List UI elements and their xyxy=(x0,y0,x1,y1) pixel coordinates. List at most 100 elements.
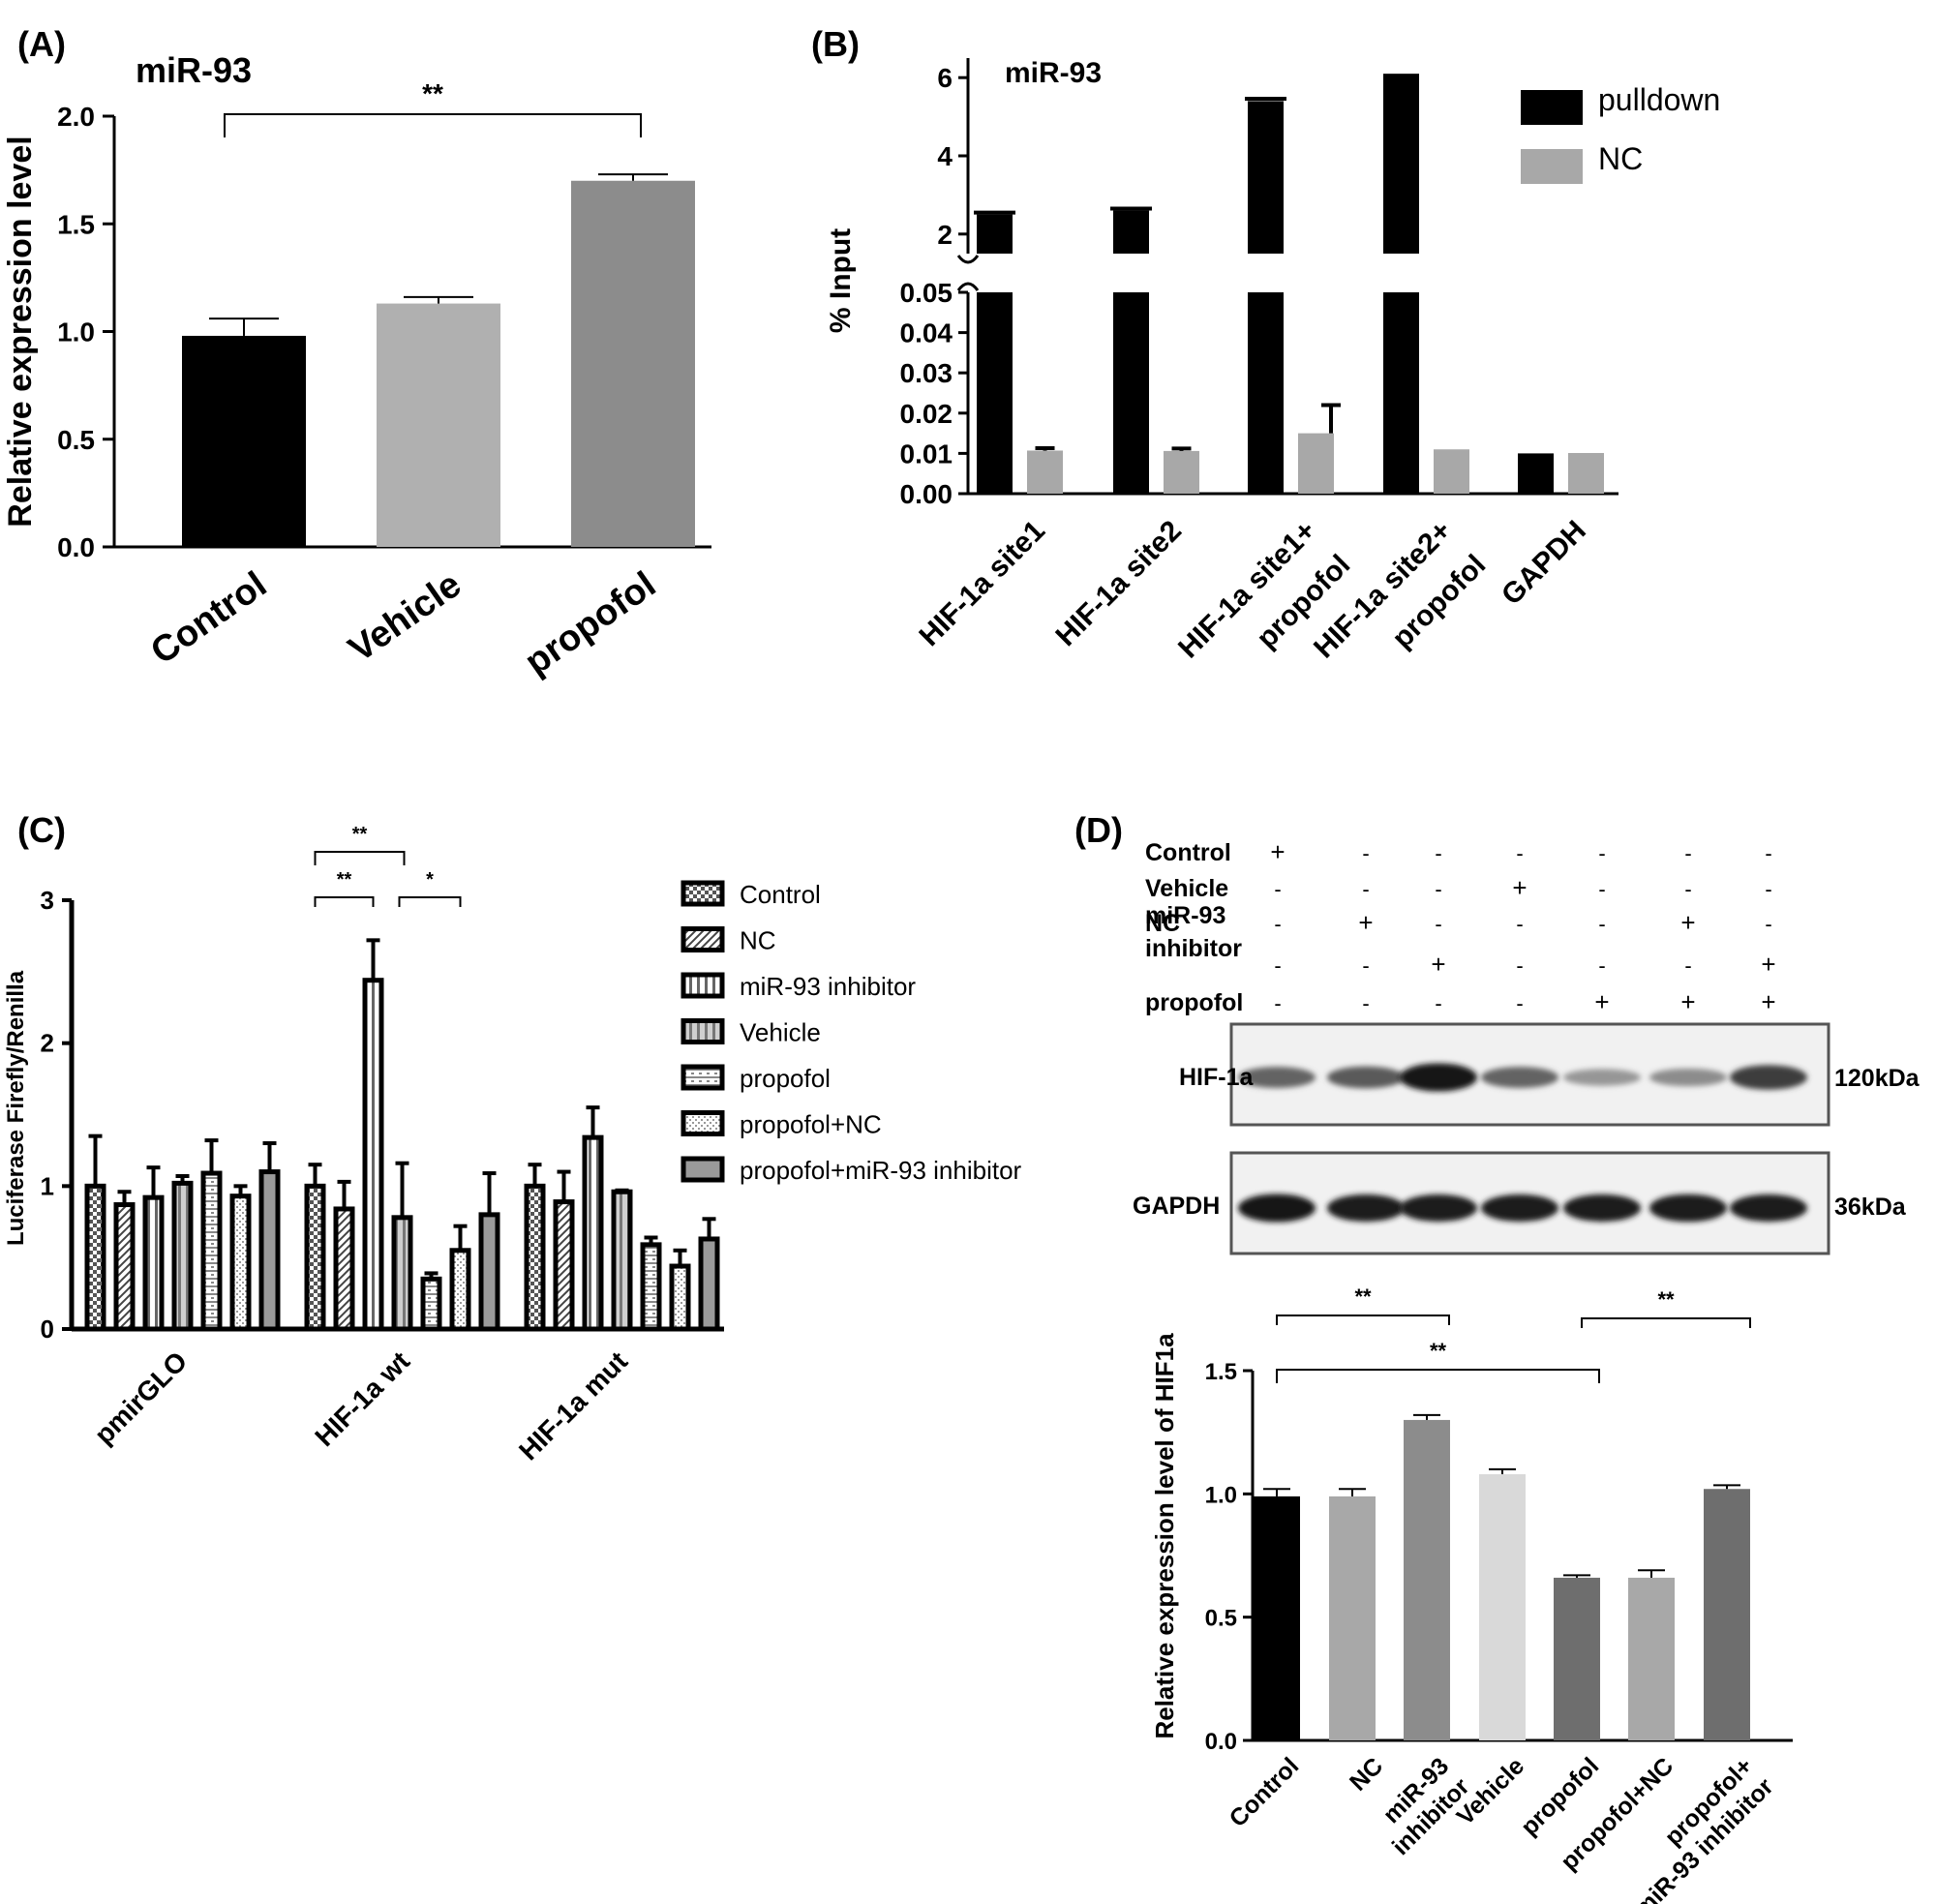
x-tick-label: propofol+miR-93 inhibitor xyxy=(1609,1752,1779,1904)
y-tick-label: 3 xyxy=(41,886,54,915)
blot-row-label: Vehicle xyxy=(1145,875,1228,902)
bar-control xyxy=(84,1183,106,1332)
y-tick-label: 0 xyxy=(41,1315,54,1344)
axis-break-mark xyxy=(956,282,980,291)
blot-sign: + xyxy=(1431,950,1445,979)
blot-sign: - xyxy=(1516,912,1523,936)
panel-c-letter: (C) xyxy=(17,810,66,850)
bar-propofol-mir-93-inhibitor xyxy=(478,1212,500,1332)
bar-mir-93-inhibitor xyxy=(1404,1419,1450,1740)
bar-control xyxy=(182,335,306,547)
x-tick-label: pmirGLO xyxy=(89,1345,194,1450)
blot-sign: - xyxy=(1274,953,1281,978)
legend-swatch-NC xyxy=(1521,149,1583,184)
bar-propofol xyxy=(571,180,695,547)
significance-label: ** xyxy=(1354,1284,1372,1309)
blot-protein-label: GAPDH xyxy=(1133,1193,1220,1220)
blot-sign: + xyxy=(1594,987,1609,1016)
bar-propofol-mir-93-inhibitor xyxy=(258,1169,281,1332)
bar-pulldown xyxy=(1248,292,1284,494)
label-line: NC xyxy=(1345,1752,1388,1796)
blot-band-gapdh xyxy=(1649,1194,1727,1223)
y-tick-label: 2 xyxy=(937,220,953,250)
y-tick-label: 0.5 xyxy=(1205,1606,1237,1632)
panel-b-letter: (B) xyxy=(811,24,860,64)
panel-c-chart: 0 1 2 3 Luciferase Firefly/Renilla pmirGLO HIF… xyxy=(3,824,1022,1466)
blot-sign: + xyxy=(1761,987,1775,1016)
blot-band-hif-1a xyxy=(1400,1063,1477,1092)
blot-sign: - xyxy=(1684,877,1691,901)
blot-sign: - xyxy=(1435,991,1441,1015)
blot-sign: - xyxy=(1516,991,1523,1015)
blot-band-gapdh xyxy=(1563,1194,1641,1223)
x-tick-label: Control xyxy=(1225,1752,1305,1832)
bar-nc xyxy=(113,1202,136,1332)
legend-swatch xyxy=(681,880,725,907)
blot-band-gapdh xyxy=(1327,1194,1405,1223)
x-tick-label: HIF-1a site1 xyxy=(914,515,1051,652)
label-line: Control xyxy=(1225,1752,1305,1832)
axis-break-mark xyxy=(956,255,980,264)
blot-band-hif-1a xyxy=(1327,1066,1405,1089)
bar-pulldown xyxy=(977,292,1013,494)
bar-vehicle xyxy=(171,1180,194,1332)
bar-propofol-nc xyxy=(449,1248,471,1332)
legend-swatch xyxy=(681,1064,725,1091)
significance-bracket xyxy=(224,113,642,137)
bar-pulldown-upper xyxy=(1248,101,1284,254)
bar-vehicle xyxy=(377,303,500,547)
blot-row-label: miR-93 inhibitor xyxy=(1145,902,1242,962)
bar-NC xyxy=(1164,450,1199,494)
bar-pulldown xyxy=(1518,453,1554,494)
bar-vehicle xyxy=(391,1215,413,1332)
blot-sign: - xyxy=(1362,991,1369,1015)
blot-sign: - xyxy=(1598,953,1605,978)
bar-control xyxy=(1254,1496,1300,1740)
label-line: GAPDH xyxy=(1496,515,1592,612)
bar-propofol xyxy=(420,1276,442,1332)
blot-sign: - xyxy=(1435,841,1441,865)
panel-a-chart: miR-93 0.0 0.5 1.0 1.5 2.0 Relative expression… xyxy=(2,50,711,683)
blot-sign: - xyxy=(1765,912,1771,936)
blot-band-gapdh xyxy=(1730,1194,1807,1223)
bar-nc xyxy=(553,1199,575,1332)
blot-sign: - xyxy=(1684,841,1691,865)
y-tick-label: 1.5 xyxy=(1205,1359,1237,1385)
x-tick-label: Control xyxy=(143,564,274,673)
bar-mir-93-inhibitor xyxy=(582,1134,604,1332)
panel-d-chart: 0.0 0.5 1.0 1.5 Relative expression level of… xyxy=(1150,1284,1793,1904)
blot-sign: - xyxy=(1516,953,1523,978)
panel-d-letter: (D) xyxy=(1074,810,1123,850)
label-line: inhibitor xyxy=(1145,935,1242,962)
y-tick-label: 0.05 xyxy=(900,278,953,308)
legend-label: NC xyxy=(1598,141,1643,176)
blot-protein-label: HIF-1a xyxy=(1179,1064,1255,1091)
y-axis-label: Relative expression level of HIF1a xyxy=(1150,1333,1179,1739)
y-tick-label: 0.00 xyxy=(900,479,953,509)
blot-band-hif-1a xyxy=(1730,1065,1807,1090)
legend-label: Control xyxy=(740,880,821,909)
y-tick-label: 0.5 xyxy=(57,425,95,455)
y-tick-label: 1.5 xyxy=(57,209,95,239)
x-tick-label: GAPDH xyxy=(1496,515,1592,612)
bar-propofol-mir-93-inhibitor xyxy=(698,1236,720,1332)
legend-swatch xyxy=(681,926,725,952)
x-tick-label: HIF-1a wt xyxy=(309,1345,415,1452)
bar-pulldown-upper xyxy=(1113,210,1149,254)
y-tick-label: 2.0 xyxy=(57,102,95,132)
y-tick-label: 0.01 xyxy=(900,438,953,468)
bar-propofol-nc xyxy=(669,1263,691,1332)
legend-label: NC xyxy=(740,926,776,955)
blot-band-gapdh xyxy=(1238,1194,1316,1223)
legend-label: pulldown xyxy=(1598,82,1720,117)
significance-bracket xyxy=(314,896,375,907)
significance-bracket xyxy=(314,851,406,865)
y-tick-label: 4 xyxy=(937,141,953,171)
significance-label: * xyxy=(426,869,434,891)
legend-label: propofol+miR-93 inhibitor xyxy=(740,1156,1022,1185)
blot-sign: - xyxy=(1765,841,1771,865)
y-tick-label: 1.0 xyxy=(1205,1482,1237,1508)
blot-sign: - xyxy=(1684,953,1691,978)
significance-bracket xyxy=(1276,1315,1450,1325)
y-axis-label: Luciferase Firefly/Renilla xyxy=(3,970,29,1246)
